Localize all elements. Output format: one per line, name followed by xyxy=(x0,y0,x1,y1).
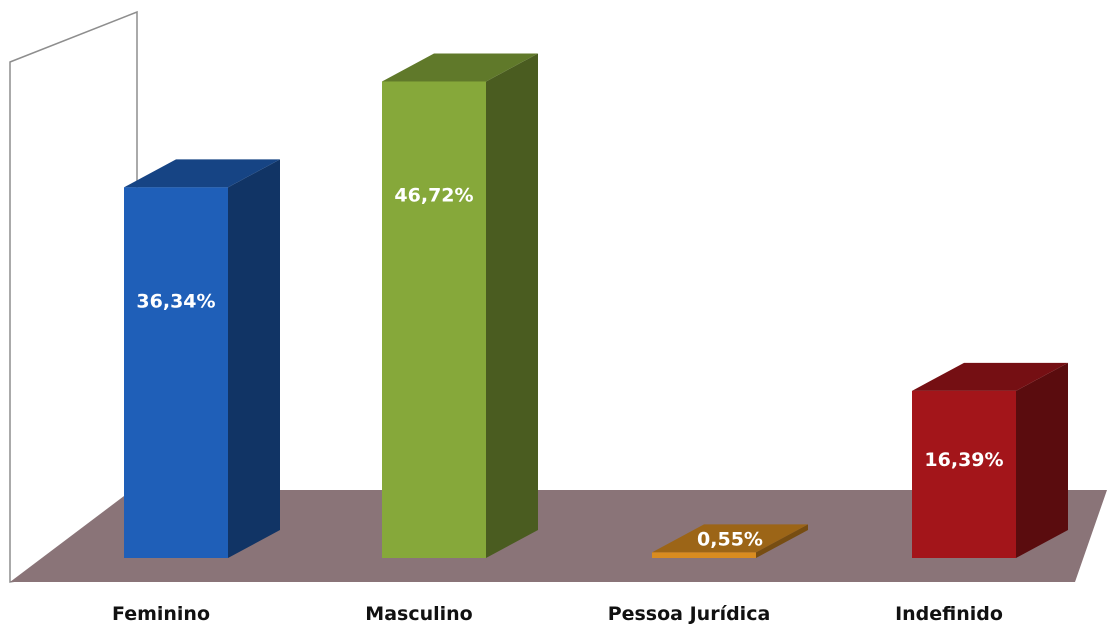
category-label-indefinido: Indefinido xyxy=(895,603,1003,625)
bar-top-feminino xyxy=(124,159,280,188)
data-label-masculino: 46,72% xyxy=(394,184,473,206)
bar-front-feminino xyxy=(124,187,228,558)
bar-indefinido: 16,39% xyxy=(912,362,1068,558)
category-labels-group: Feminino Masculino Pessoa Jurídica Indefini… xyxy=(112,603,1003,625)
chart-floor xyxy=(10,490,1107,582)
data-label-indefinido: 16,39% xyxy=(924,449,1003,471)
bar-feminino: 36,34% xyxy=(124,159,280,558)
bar-side-pessoa-juridica xyxy=(756,524,808,558)
bar-side-indefinido xyxy=(1016,362,1068,558)
bar-front-pessoa-juridica xyxy=(652,552,756,558)
category-label-feminino: Feminino xyxy=(112,603,210,625)
data-label-pessoa-juridica: 0,55% xyxy=(697,528,763,550)
category-label-masculino: Masculino xyxy=(365,603,472,625)
bars-group: 36,34% 46,72% 0,55% 16,39% xyxy=(124,53,1068,559)
bar-masculino: 46,72% xyxy=(382,53,538,559)
chart-back-wall xyxy=(9,10,138,583)
bar-side-masculino xyxy=(486,53,538,559)
bar-side-feminino xyxy=(228,159,280,558)
bar-top-pessoa-juridica xyxy=(652,524,808,553)
bar-front-indefinido xyxy=(912,390,1016,558)
category-label-pessoa-juridica: Pessoa Jurídica xyxy=(608,603,771,625)
data-label-feminino: 36,34% xyxy=(136,290,215,312)
bar-front-masculino xyxy=(382,81,486,559)
bar-top-masculino xyxy=(382,53,538,82)
bar-pessoa-juridica: 0,55% xyxy=(652,524,808,558)
bar-top-indefinido xyxy=(912,362,1068,391)
